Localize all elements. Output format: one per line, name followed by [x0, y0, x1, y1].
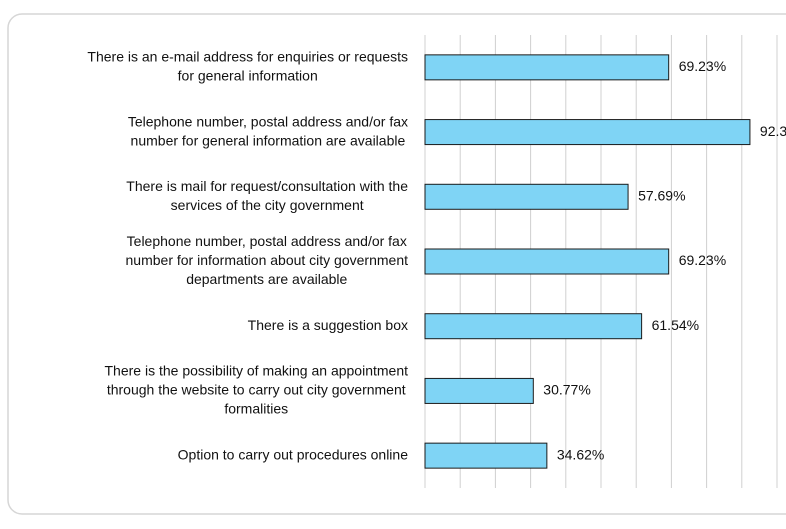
bar — [424, 377, 534, 404]
category-label: There is the possibility of making an ap… — [105, 363, 409, 379]
category-label: number for general information are avail… — [131, 132, 406, 148]
bar — [424, 54, 670, 81]
category-label: for general information — [178, 68, 318, 84]
value-label: 34.62% — [557, 446, 604, 462]
value-label: 69.23% — [679, 58, 726, 74]
value-label: 57.69% — [638, 187, 685, 203]
category-label: Telephone number, postal address and/or … — [127, 233, 407, 249]
category-label: services of the city government — [171, 197, 364, 213]
category-label: departments are available — [186, 271, 347, 287]
value-label: 92.31% — [760, 123, 786, 139]
bar — [424, 119, 751, 146]
category-label: There is an e-mail address for enquiries… — [87, 49, 408, 65]
category-label: Telephone number, postal address and/or … — [128, 113, 408, 129]
category-label: Option to carry out procedures online — [178, 446, 409, 462]
bar — [424, 442, 548, 469]
category-label: There is a suggestion box — [248, 317, 408, 333]
category-label: through the website to carry out city go… — [107, 382, 406, 398]
value-label: 61.54% — [652, 317, 699, 333]
bar — [424, 248, 670, 275]
value-label: 69.23% — [679, 252, 726, 268]
category-label: There is mail for request/consultation w… — [126, 178, 408, 194]
bar — [424, 313, 643, 340]
value-label: 30.77% — [543, 382, 590, 398]
bar — [424, 183, 629, 210]
category-label: number for information about city govern… — [126, 252, 409, 268]
category-label: formalities — [224, 401, 288, 417]
